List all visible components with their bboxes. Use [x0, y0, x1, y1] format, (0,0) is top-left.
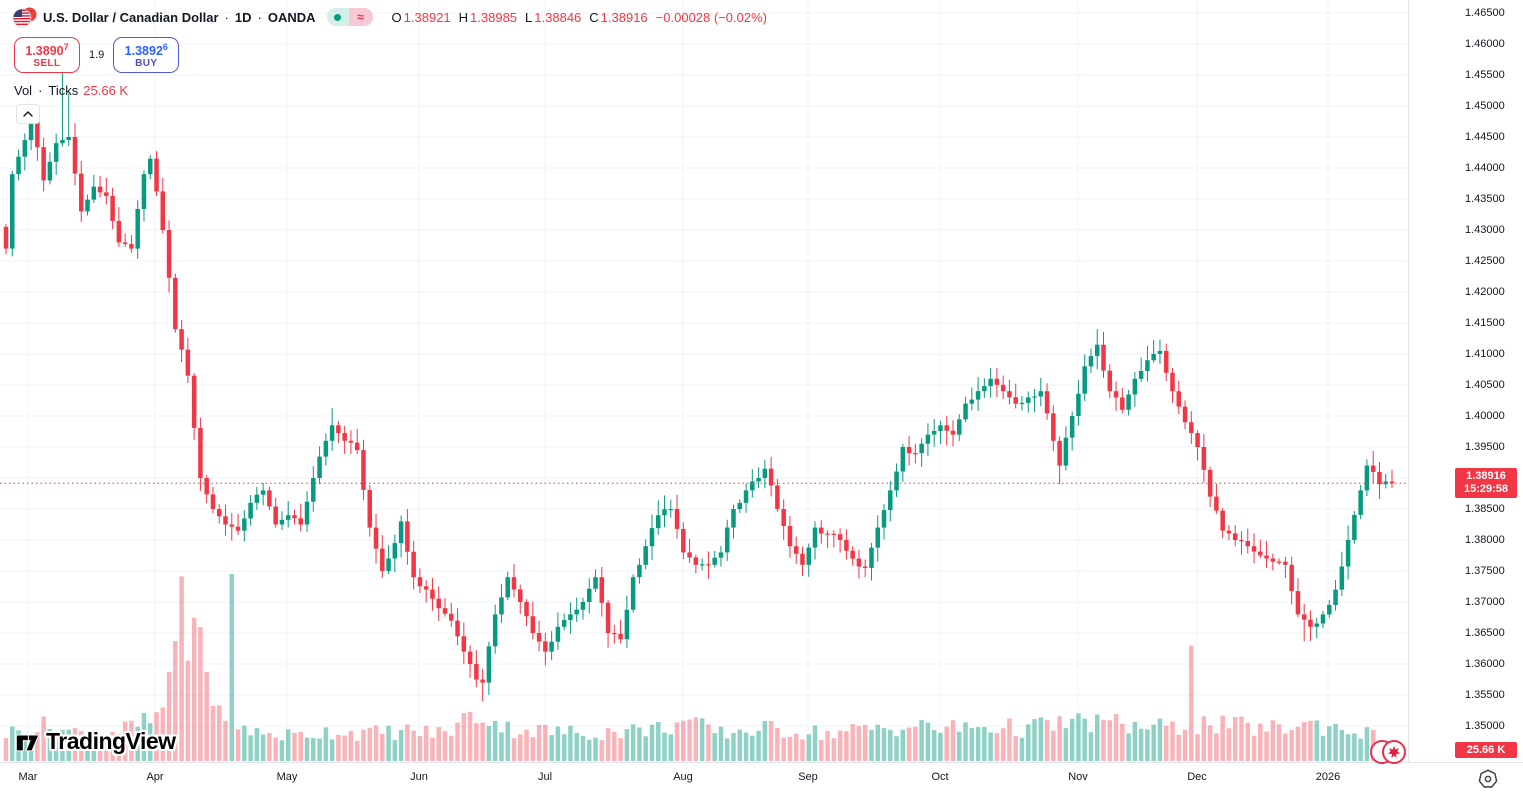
market-status-pill[interactable]: ≈ — [326, 8, 373, 26]
heptagon-gear-icon — [1478, 769, 1498, 788]
price-axis-label: 1.43500 — [1465, 193, 1505, 205]
close-value: 1.38916 — [600, 9, 648, 25]
axis-settings-icon[interactable] — [1477, 768, 1499, 790]
price-axis-label: 1.46000 — [1465, 38, 1505, 50]
price-chart-canvas[interactable] — [0, 0, 1408, 762]
bar-countdown: 15:29:58 — [1463, 483, 1509, 495]
tradingview-logo-icon — [15, 734, 40, 751]
time-axis-label: Aug — [673, 771, 693, 783]
volume-layer — [3, 574, 1395, 761]
open-value: 1.38921 — [403, 9, 451, 25]
current-price-label: 1.38916 15:29:58 — [1455, 468, 1517, 498]
trade-panel: 1.38907 SELL 1.9 1.38926 BUY — [14, 37, 767, 74]
exchange-label[interactable]: OANDA — [267, 9, 316, 25]
price-axis-label: 1.40000 — [1465, 410, 1505, 422]
time-axis-label: Dec — [1187, 771, 1207, 783]
time-axis-label: Sep — [798, 771, 818, 783]
price-axis-label: 1.35000 — [1465, 720, 1505, 732]
series-end-flag-icon — [1368, 738, 1410, 771]
title-separator: · — [224, 9, 229, 25]
volume-current-value: 25.66 K — [83, 83, 129, 99]
price-axis-label: 1.42000 — [1465, 286, 1505, 298]
price-axis-label: 1.43000 — [1465, 224, 1505, 236]
price-axis-label: 1.39500 — [1465, 441, 1505, 453]
time-axis-label: Oct — [931, 771, 949, 783]
price-axis-label: 1.35500 — [1465, 689, 1505, 701]
ohlc-readout: O 1.38921 H 1.38985 L 1.38846 C 1.38916 −0.0… — [391, 9, 767, 25]
price-axis-label: 1.44500 — [1465, 131, 1505, 143]
market-open-dot-icon — [326, 8, 349, 26]
price-axis-label: 1.45500 — [1465, 69, 1505, 81]
chevron-up-icon — [23, 111, 33, 117]
price-axis-label: 1.36500 — [1465, 627, 1505, 639]
time-axis-label: Apr — [146, 771, 164, 783]
vol-label[interactable]: Vol — [14, 83, 33, 99]
ticks-label: Ticks — [48, 83, 79, 99]
price-axis[interactable]: 1.46500 1.46000 1.45500 1.45000 1.44500 1.440… — [1408, 0, 1523, 762]
price-axis-label: 1.38000 — [1465, 534, 1505, 546]
time-axis-label: Jul — [537, 771, 553, 783]
price-axis-label: 1.40500 — [1465, 379, 1505, 391]
volume-value-label: 25.66 K — [1455, 742, 1517, 758]
price-axis-label: 1.44000 — [1465, 162, 1505, 174]
volume-indicator-legend: Vol · Ticks 25.66 K — [14, 83, 129, 99]
collapse-legend-button[interactable] — [16, 104, 40, 125]
price-axis-label: 1.42500 — [1465, 255, 1505, 267]
pair-logo-icon — [12, 6, 38, 28]
high-value: 1.38985 — [470, 9, 518, 25]
time-axis-label: 2026 — [1315, 771, 1341, 783]
tradingview-watermark-text: TradingView — [46, 728, 176, 754]
time-axis-label: Mar — [18, 771, 38, 783]
maple-leaf-icon — [1387, 746, 1401, 758]
price-axis-label: 1.45000 — [1465, 100, 1505, 112]
time-axis-label: Nov — [1068, 771, 1088, 783]
timeframe-label[interactable]: 1D — [234, 9, 252, 25]
current-price-value: 1.38916 — [1466, 470, 1506, 482]
spread-value: 1.9 — [89, 49, 105, 62]
price-axis-label: 1.41000 — [1465, 348, 1505, 360]
chart-grid — [0, 0, 1408, 762]
price-axis-label: 1.41500 — [1465, 317, 1505, 329]
title-separator2: · — [257, 9, 262, 25]
symbol-title[interactable]: U.S. Dollar / Canadian Dollar — [43, 9, 219, 25]
price-axis-label: 1.37500 — [1465, 565, 1505, 577]
sell-button[interactable]: 1.38907 SELL — [14, 37, 80, 74]
low-value: 1.38846 — [534, 9, 582, 25]
time-axis-label: May — [276, 771, 298, 783]
tradingview-watermark[interactable]: TradingView — [14, 728, 176, 755]
time-axis-label: Jun — [410, 771, 428, 783]
legend: U.S. Dollar / Canadian Dollar · 1D · OAN… — [12, 6, 767, 125]
time-axis[interactable]: Mar Apr May Jun Jul Aug Sep Oct Nov Dec 2026 — [0, 762, 1523, 798]
candles-layer — [3, 71, 1395, 702]
price-axis-label: 1.37000 — [1465, 596, 1505, 608]
price-axis-label: 1.46500 — [1465, 7, 1505, 19]
change-value: −0.00028 (−0.02%) — [655, 9, 767, 25]
delayed-data-icon: ≈ — [348, 8, 373, 26]
price-axis-label: 1.38500 — [1465, 503, 1505, 515]
buy-button[interactable]: 1.38926 BUY — [113, 37, 180, 74]
price-axis-label: 1.36000 — [1465, 658, 1505, 670]
